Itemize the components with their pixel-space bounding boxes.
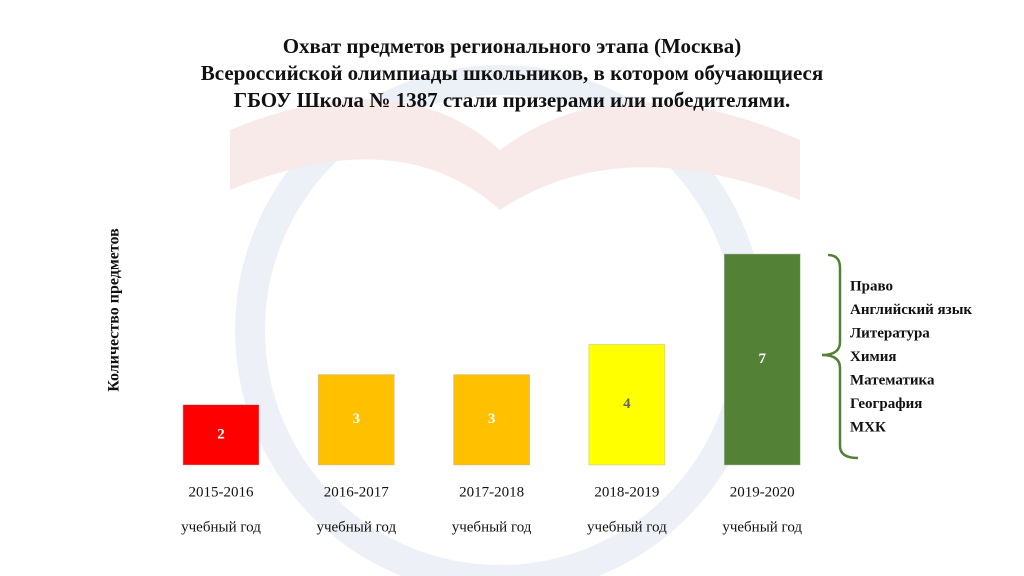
chart-title: Охват предметов регионального этапа (Мос… <box>283 34 742 58</box>
bar <box>453 374 530 466</box>
annotation-item: Английский язык <box>850 302 972 318</box>
value-label: 4 <box>623 396 631 412</box>
value-label: 3 <box>488 411 496 427</box>
x-tick-sublabel: учебный год <box>316 519 396 535</box>
value-label: 7 <box>758 351 766 367</box>
x-tick-label: 2018-2019 <box>594 484 659 500</box>
bar <box>588 344 666 466</box>
x-tick-sublabel: учебный год <box>181 519 261 535</box>
bracket <box>821 253 859 460</box>
annotation-item: Литература <box>850 325 930 341</box>
watermark <box>230 65 800 576</box>
x-tick-label: 2016-2017 <box>324 484 389 500</box>
y-axis-label: Количество предметов <box>106 228 123 392</box>
x-tick-sublabel: учебный год <box>587 519 667 535</box>
chart-title: ГБОУ Школа № 1387 стали призерами или по… <box>234 88 791 112</box>
x-tick-sublabel: учебный год <box>722 519 802 535</box>
value-label: 3 <box>353 411 361 427</box>
bar <box>723 253 801 466</box>
annotation-item: Математика <box>850 372 935 388</box>
annotation-item: Право <box>850 278 893 294</box>
bar <box>318 374 395 466</box>
x-tick-label: 2019-2020 <box>730 484 795 500</box>
x-tick-label: 2017-2018 <box>459 484 524 500</box>
x-tick-sublabel: учебный год <box>452 519 532 535</box>
annotation-item: МХК <box>850 419 886 435</box>
chart-title: Всероссийской олимпиады школьников, в ко… <box>201 61 823 85</box>
annotation-item: Химия <box>850 349 896 365</box>
value-label: 2 <box>217 426 225 442</box>
bar <box>182 404 260 466</box>
x-tick-label: 2015-2016 <box>189 484 254 500</box>
annotation-item: География <box>850 396 922 412</box>
